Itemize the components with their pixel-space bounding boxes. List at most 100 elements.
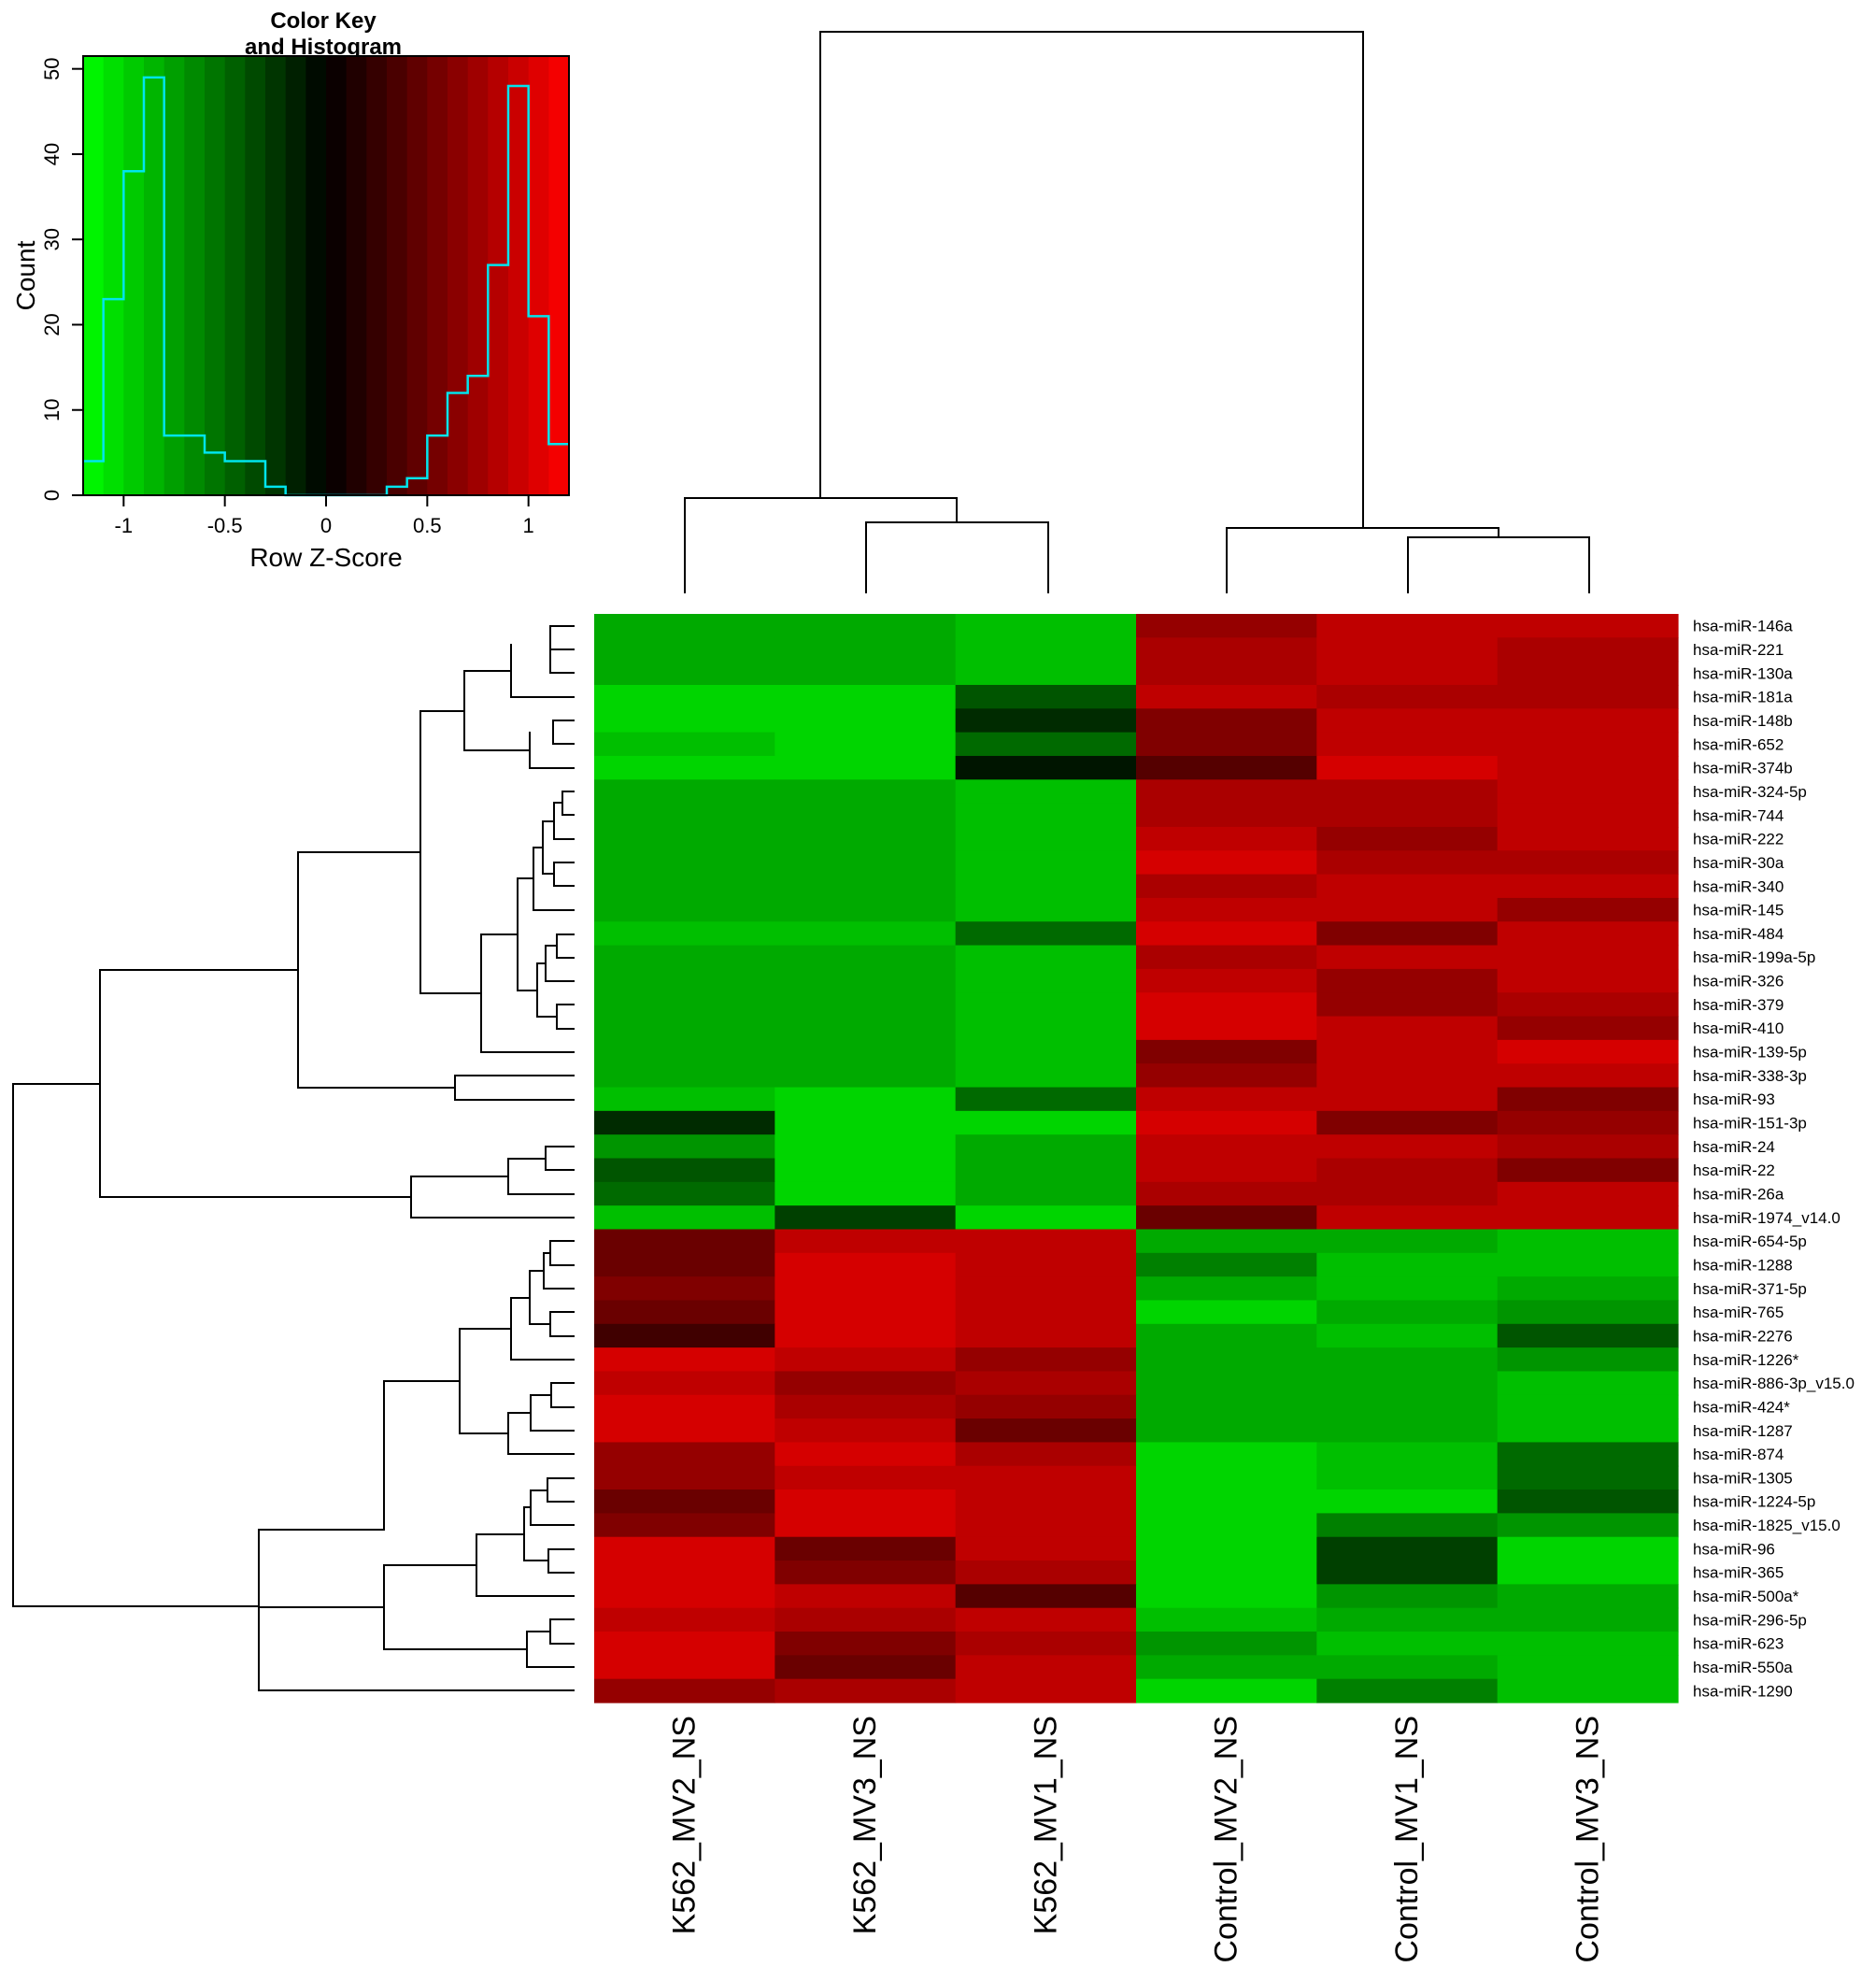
heatmap-cell: [1497, 1561, 1679, 1585]
heatmap-cell: [594, 1039, 775, 1064]
heatmap-cell: [594, 897, 775, 922]
color-key-band: [245, 56, 266, 495]
heatmap-cell: [1316, 614, 1499, 638]
heatmap-cell: [1497, 803, 1679, 828]
heatmap-cell: [1136, 1371, 1317, 1396]
heatmap-cell: [594, 826, 775, 851]
heatmap-cell: [1136, 1063, 1317, 1089]
heatmap-cell: [1497, 1347, 1679, 1373]
color-key-x-tick-label: -0.5: [207, 514, 243, 537]
heatmap-cell: [1136, 755, 1317, 780]
heatmap-cell: [955, 1584, 1137, 1609]
heatmap-cell: [775, 1394, 957, 1419]
heatmap-cell: [955, 1442, 1137, 1467]
heatmap-cell: [955, 1158, 1137, 1183]
heatmap-cell: [1316, 779, 1499, 805]
heatmap-cell: [1136, 684, 1317, 709]
heatmap-cell: [775, 1323, 957, 1348]
heatmap-cell: [1316, 1536, 1499, 1561]
heatmap-cell: [775, 1110, 957, 1135]
heatmap-cell: [1136, 1323, 1317, 1348]
color-key-band: [387, 56, 408, 495]
heatmap-cell: [1136, 1276, 1317, 1302]
heatmap-cell: [1136, 1347, 1317, 1373]
row-dendrogram-branch: [542, 820, 554, 875]
heatmap-cell: [1136, 732, 1317, 757]
heatmap-cell: [594, 732, 775, 757]
row-dendrogram-branch: [510, 644, 575, 698]
heatmap-cell: [594, 1561, 775, 1585]
heatmap-cell: [955, 1655, 1137, 1680]
color-key-y-tick-label: 10: [40, 398, 64, 420]
heatmap-cell: [1316, 921, 1499, 947]
color-key-band: [406, 56, 428, 495]
color-key-band: [326, 56, 348, 495]
row-dendrogram-branch: [459, 1328, 511, 1434]
heatmap-cell: [594, 1158, 775, 1183]
color-key-y-tick-label: 50: [40, 57, 64, 79]
heatmap-cell: [955, 732, 1137, 757]
row-dendrogram-branch: [297, 851, 455, 1089]
row-dendrogram-branch: [552, 720, 575, 745]
heatmap-cell: [1316, 1205, 1499, 1231]
row-dendrogram-branch: [536, 962, 557, 1018]
heatmap-cell: [594, 1394, 775, 1419]
heatmap-cell: [775, 1513, 957, 1538]
heatmap-cell: [955, 1465, 1137, 1490]
color-key-xlabel: Row Z-Score: [249, 543, 402, 572]
color-key-band: [508, 56, 530, 495]
heatmap-cell: [594, 1465, 775, 1490]
heatmap-cell: [955, 1039, 1137, 1064]
heatmap-cell: [594, 1607, 775, 1632]
heatmap-cell: [955, 921, 1137, 947]
row-label: hsa-miR-151-3p: [1693, 1115, 1807, 1133]
color-key-band: [448, 56, 469, 495]
row-dendrogram-branch: [529, 732, 575, 769]
heatmap-cell: [1497, 708, 1679, 734]
heatmap-cell: [775, 1347, 957, 1373]
row-label: hsa-miR-181a: [1693, 689, 1793, 706]
heatmap-cell: [1497, 684, 1679, 709]
color-key-title: Color Key: [270, 8, 377, 34]
heatmap-cell: [955, 1561, 1137, 1585]
heatmap-cell: [955, 661, 1137, 686]
row-label: hsa-miR-484: [1693, 925, 1784, 943]
color-key-band: [285, 56, 306, 495]
heatmap-cell: [594, 1110, 775, 1135]
heatmap-cell: [1316, 850, 1499, 876]
heatmap-cell: [594, 874, 775, 899]
row-label: hsa-miR-130a: [1693, 664, 1793, 682]
heatmap-cell: [1136, 614, 1317, 638]
row-label: hsa-miR-1226*: [1693, 1351, 1799, 1369]
color-key-y-axis: 0 10 20 30 40 50: [40, 57, 83, 501]
heatmap-cell: [1497, 968, 1679, 993]
column-label: K562_MV3_NS: [847, 1716, 883, 1934]
heatmap-cell: [1497, 1632, 1679, 1656]
row-dendrogram-branch: [556, 933, 575, 959]
heatmap-cell: [955, 637, 1137, 663]
heatmap-cell: [775, 1465, 957, 1490]
row-dendrogram-branch: [510, 1297, 575, 1361]
heatmap-cells: [594, 614, 1679, 1703]
heatmap-cell: [955, 1276, 1137, 1302]
color-key-x-tick-label: -1: [115, 514, 134, 537]
heatmap-cell: [1316, 1016, 1499, 1041]
row-dendrogram-branch: [258, 1380, 460, 1607]
heatmap-cell: [955, 1300, 1137, 1325]
heatmap-cell: [775, 874, 957, 899]
heatmap-cell: [1497, 1513, 1679, 1538]
heatmap-cell: [1497, 874, 1679, 899]
heatmap-cell: [1136, 708, 1317, 734]
heatmap-cell: [775, 1276, 957, 1302]
heatmap-cell: [775, 1442, 957, 1467]
row-dendrogram-branch: [553, 862, 575, 887]
heatmap-cell: [775, 1039, 957, 1064]
row-dendrogram-branch: [549, 1240, 575, 1266]
heatmap-cell: [955, 1323, 1137, 1348]
heatmap-cell: [594, 1252, 775, 1277]
heatmap-cell: [775, 1678, 957, 1703]
heatmap-cell: [1136, 1394, 1317, 1419]
row-label: hsa-miR-410: [1693, 1019, 1784, 1037]
heatmap-cell: [594, 921, 775, 947]
heatmap-cell: [1316, 1678, 1499, 1703]
